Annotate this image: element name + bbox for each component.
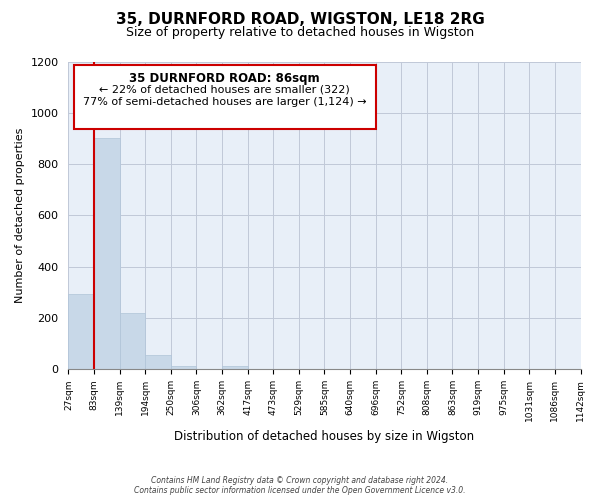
Bar	[222, 366, 248, 370]
Y-axis label: Number of detached properties: Number of detached properties	[15, 128, 25, 303]
Bar	[119, 313, 145, 370]
Text: 35, DURNFORD ROAD, WIGSTON, LE18 2RG: 35, DURNFORD ROAD, WIGSTON, LE18 2RG	[116, 12, 484, 28]
Bar	[145, 355, 171, 370]
X-axis label: Distribution of detached houses by size in Wigston: Distribution of detached houses by size …	[175, 430, 475, 442]
Bar	[94, 138, 119, 370]
Text: Size of property relative to detached houses in Wigston: Size of property relative to detached ho…	[126, 26, 474, 39]
Bar	[68, 294, 94, 370]
Text: 77% of semi-detached houses are larger (1,124) →: 77% of semi-detached houses are larger (…	[83, 97, 367, 107]
Text: Contains HM Land Registry data © Crown copyright and database right 2024.
Contai: Contains HM Land Registry data © Crown c…	[134, 476, 466, 495]
Bar	[171, 366, 196, 370]
Text: ← 22% of detached houses are smaller (322): ← 22% of detached houses are smaller (32…	[99, 84, 350, 94]
FancyBboxPatch shape	[74, 64, 376, 129]
Text: 35 DURNFORD ROAD: 86sqm: 35 DURNFORD ROAD: 86sqm	[129, 72, 320, 86]
